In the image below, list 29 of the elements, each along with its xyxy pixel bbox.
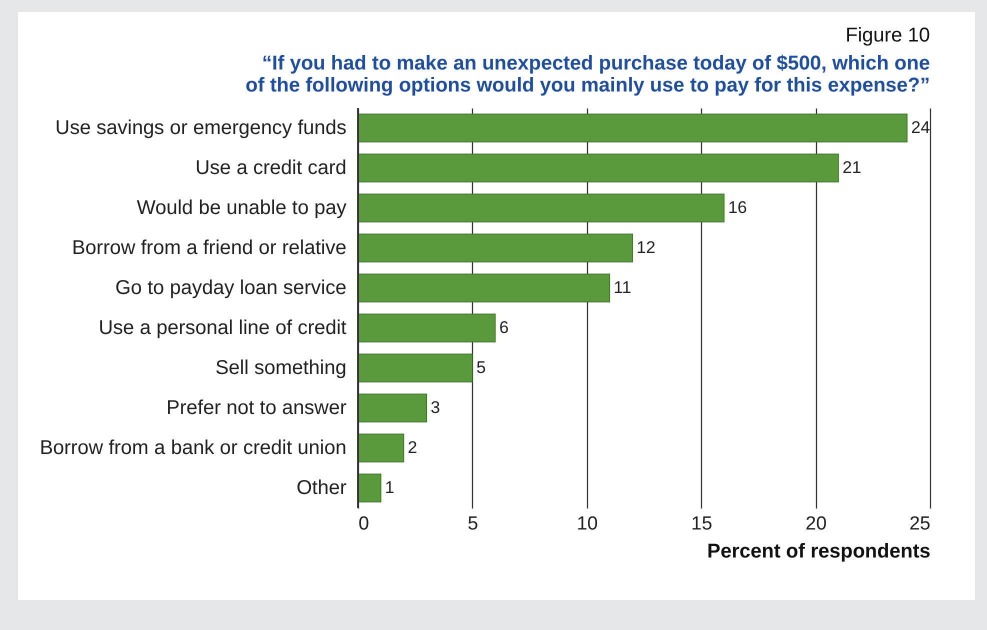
y-tick-label: Borrow from a friend or relative [72,237,346,259]
y-tick-label: Go to payday loan service [115,277,346,299]
x-tick-label: 25 [909,514,930,534]
data-label: 24 [911,118,930,137]
data-label: 11 [614,278,632,297]
data-label: 2 [408,438,418,457]
data-label: 3 [430,398,440,417]
y-tick-label: Use a credit card [195,157,346,179]
chart-subtitle: “If you had to make an unexpected purchase today of $500, which one of the following options would you mainly use to pay for this expense?” [246,52,930,96]
y-tick-label: Use savings or emergency funds [55,117,346,139]
y-tick-label: Would be unable to pay [136,197,346,219]
y-tick-label: Prefer not to answer [166,397,347,419]
data-label: 5 [476,358,486,377]
y-tick-label: Sell something [215,357,346,379]
x-tick-label: 20 [806,514,827,534]
x-tick-label: 10 [576,514,598,534]
data-label: 6 [499,318,509,337]
chart-title: Figure 10 [846,24,930,46]
x-tick-label: 5 [468,514,478,534]
data-label: 16 [728,198,747,217]
data-label: 1 [384,478,394,497]
y-tick-label: Use a personal line of credit [98,317,347,339]
y-tick-label: Borrow from a bank or credit union [40,437,346,459]
x-tick-label: 0 [358,514,370,534]
y-tick-label: Other [296,477,347,499]
data-label: 21 [842,158,862,177]
data-label: 12 [636,238,656,257]
x-tick-label: 15 [691,514,712,534]
x-axis-title: Percent of respondents [707,540,930,562]
